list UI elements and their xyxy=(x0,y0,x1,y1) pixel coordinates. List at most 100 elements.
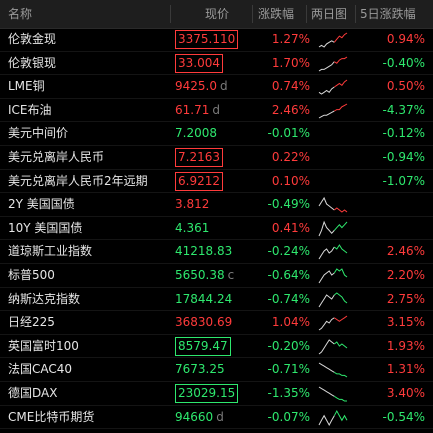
table-row[interactable]: 标普500 5650.38 c -0.64% 2.20% xyxy=(0,264,433,288)
price-value: 41218.83 xyxy=(175,244,233,259)
row-five-day-change: 1.31% xyxy=(386,362,425,377)
row-price: 33.004 xyxy=(175,52,270,75)
row-name: 美元兑离岸人民币2年远期 xyxy=(8,173,148,188)
sparkline-day2 xyxy=(333,268,348,278)
row-change: -0.01% xyxy=(267,126,310,141)
two-day-sparkline xyxy=(318,243,348,260)
table-header: 名称 现价 涨跌幅 两日图 5日涨跌幅 xyxy=(0,0,433,29)
header-two-day-chart[interactable]: 两日图 xyxy=(311,7,348,21)
row-name: 伦敦银现 xyxy=(8,55,57,70)
sparkline-day2 xyxy=(334,103,348,112)
row-price: 23029.15 xyxy=(175,382,270,405)
table-row[interactable]: 伦敦银现 33.004 1.70% -0.40% xyxy=(0,52,433,76)
row-change: 1.04% xyxy=(271,315,310,330)
row-price: 4.361 xyxy=(175,217,270,240)
table-row[interactable]: ICE布油 61.71 d 2.46% -4.37% xyxy=(0,99,433,123)
table-row[interactable]: 德国DAX 23029.15 -1.35% 3.40% xyxy=(0,382,433,406)
row-price: 7673.25 xyxy=(175,358,270,381)
price-value: 61.71 xyxy=(175,102,210,117)
row-name: 法国CAC40 xyxy=(8,362,73,377)
two-day-sparkline xyxy=(318,55,348,72)
header-divider xyxy=(355,5,356,23)
row-price: 3.812 xyxy=(175,193,270,216)
header-five-day-change[interactable]: 5日涨跌幅 xyxy=(360,7,416,21)
sparkline-day1 xyxy=(318,386,335,397)
row-name: 伦敦金现 xyxy=(8,32,57,46)
table-row[interactable]: 美元兑离岸人民币2年远期 6.9212 0.10% -1.07% xyxy=(0,170,433,194)
sparkline-day2 xyxy=(333,207,348,213)
header-name[interactable]: 名称 xyxy=(8,7,33,21)
sparkline-day2 xyxy=(334,372,348,378)
row-change: -0.64% xyxy=(267,267,310,282)
sparkline-day1 xyxy=(318,293,335,307)
row-name: 美元中间价 xyxy=(8,126,69,141)
table-row[interactable]: 法国CAC40 7673.25 -0.71% 1.31% xyxy=(0,358,433,382)
row-five-day-change: -0.12% xyxy=(382,126,425,141)
table-row[interactable]: 道琼斯工业指数 41218.83 -0.24% 2.46% xyxy=(0,240,433,264)
table-row[interactable]: CME比特币期货 94660 d -0.07% -0.54% xyxy=(0,406,433,430)
two-day-sparkline xyxy=(318,220,348,237)
row-five-day-change: 3.15% xyxy=(386,315,425,330)
table-row[interactable]: 2Y 美国国债 3.812 -0.49% xyxy=(0,193,433,217)
sparkline-day2 xyxy=(333,244,348,254)
header-price[interactable]: 现价 xyxy=(205,7,230,21)
header-divider xyxy=(306,5,307,23)
row-five-day-change: 3.40% xyxy=(386,385,425,400)
price-value: 3375.110 xyxy=(175,30,239,49)
table-row[interactable]: 纳斯达克指数 17844.24 -0.74% 2.75% xyxy=(0,288,433,312)
table-row[interactable]: LME铜 9425.0 d 0.74% 0.50% xyxy=(0,75,433,99)
sparkline-day2 xyxy=(333,32,348,43)
row-price: 17844.24 xyxy=(175,288,270,311)
two-day-sparkline xyxy=(318,314,348,331)
two-day-sparkline xyxy=(318,196,348,213)
row-price: 36830.69 xyxy=(175,311,270,334)
price-suffix: d xyxy=(216,409,224,424)
row-five-day-change: -0.40% xyxy=(382,55,425,70)
price-value: 17844.24 xyxy=(175,291,233,306)
row-five-day-change: -4.37% xyxy=(382,102,425,117)
two-day-sparkline xyxy=(318,102,348,119)
table-row[interactable]: 美元中间价 7.2008 -0.01% -0.12% xyxy=(0,122,433,146)
sparkline-day1 xyxy=(318,86,335,95)
row-price: 7.2163 xyxy=(175,146,270,169)
row-five-day-change: -0.94% xyxy=(382,149,425,164)
price-value: 3.812 xyxy=(175,197,210,212)
row-change: -0.24% xyxy=(267,244,310,259)
price-value: 94660 xyxy=(175,409,214,424)
sparkline-day2 xyxy=(333,340,348,349)
row-change: -0.07% xyxy=(267,409,310,424)
table-row[interactable]: 10Y 美国国债 4.361 0.41% xyxy=(0,217,433,241)
sparkline-day2 xyxy=(334,315,348,323)
table-row[interactable]: 伦敦金现 3375.110 1.27% 0.94% xyxy=(0,28,433,52)
row-name: 道琼斯工业指数 xyxy=(8,244,93,259)
row-price: 41218.83 xyxy=(175,240,270,263)
header-change[interactable]: 涨跌幅 xyxy=(258,7,295,21)
row-change: 0.74% xyxy=(271,79,310,94)
row-change: -1.35% xyxy=(267,385,310,400)
price-value: 4.361 xyxy=(175,220,210,235)
two-day-sparkline xyxy=(318,31,348,48)
row-five-day-change: 0.94% xyxy=(386,32,425,46)
sparkline-day1 xyxy=(318,414,335,426)
sparkline-day2 xyxy=(333,409,348,421)
sparkline-day2 xyxy=(334,56,348,64)
price-value: 7.2163 xyxy=(175,147,223,167)
sparkline-day1 xyxy=(318,362,335,374)
price-value: 33.004 xyxy=(175,53,223,73)
sparkline-day1 xyxy=(318,110,335,119)
two-day-sparkline xyxy=(318,385,348,402)
row-change: 0.41% xyxy=(271,220,310,235)
header-divider xyxy=(252,5,253,23)
price-value: 7.2008 xyxy=(175,126,217,141)
price-value: 6.9212 xyxy=(175,171,223,191)
row-change: 0.22% xyxy=(271,149,310,164)
row-name: ICE布油 xyxy=(8,102,52,117)
price-value: 7673.25 xyxy=(175,362,225,377)
table-row[interactable]: 日经225 36830.69 1.04% 3.15% xyxy=(0,311,433,335)
sparkline-day2 xyxy=(333,221,348,231)
row-change: 0.10% xyxy=(271,173,310,188)
two-day-sparkline xyxy=(318,409,348,426)
table-row[interactable]: 英国富时100 8579.47 -0.20% 1.93% xyxy=(0,335,433,359)
sparkline-day1 xyxy=(318,338,335,355)
table-row[interactable]: 美元兑离岸人民币 7.2163 0.22% -0.94% xyxy=(0,146,433,170)
